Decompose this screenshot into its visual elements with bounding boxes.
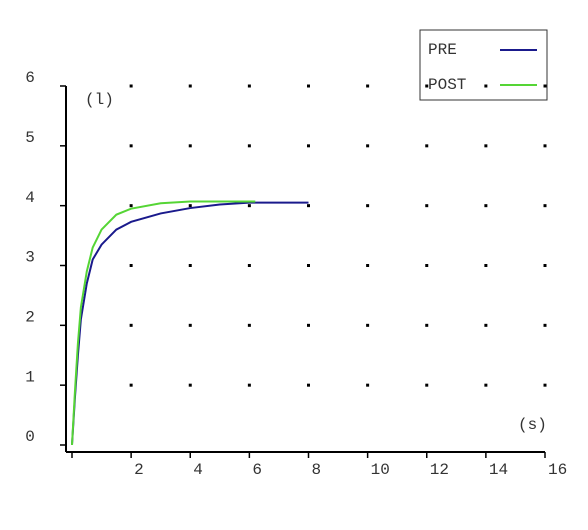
grid-dot [425,204,429,208]
grid-dot [366,323,370,327]
grid-dot [247,264,251,267]
line-series [71,200,256,446]
grid-dot [188,204,192,208]
x-axis-label: (s) [518,416,547,434]
grid-dot [247,84,251,88]
x-tick-label: 12 [430,461,449,479]
legend-box [419,29,548,101]
grid-dot [425,84,429,88]
grid-dot [543,204,547,208]
y-axis-label: (l) [85,91,114,109]
grid-dot [129,144,133,148]
x-tick-label: 16 [548,461,567,479]
grid-dot [129,323,133,327]
grid-dot [484,84,488,88]
y-tick-label: 0 [25,428,35,446]
y-tick-label: 3 [25,249,35,267]
grid-dot [366,383,370,387]
grid-dot [129,383,133,387]
x-tick-label: 8 [312,461,322,479]
grid-dot [247,383,251,387]
grid-dot [129,84,133,88]
grid-dot [188,383,192,387]
grid-dot [484,204,488,208]
grid-dot [484,144,488,148]
y-tick-label: 6 [25,69,35,87]
x-tick-label: 2 [134,461,144,479]
grid-dot [366,204,370,208]
grid-dot [188,144,192,148]
grid-dot [484,323,488,327]
grid-dot [307,323,310,327]
grid-dot [247,144,251,148]
grid-dot [129,264,133,267]
grid-dot [307,383,310,387]
grid-dot [188,264,192,267]
y-tick-label: 1 [25,368,35,386]
grid-dot [247,323,251,327]
grid-dot [188,323,192,327]
x-tick-label: 10 [371,461,390,479]
legend-label: POST [428,76,466,94]
x-tick-label: 4 [193,461,203,479]
legend-label: PRE [428,41,457,59]
x-tick-label: 6 [252,461,262,479]
grid-dot [129,204,133,208]
x-tick-label: 14 [489,461,508,479]
grid-dot [543,84,547,88]
grid-dot [543,144,547,148]
grid-dot [425,144,429,148]
grid-dot [484,383,488,387]
grid-dot [543,383,547,387]
grid-dot [188,84,192,88]
grid-dot [307,84,310,88]
grid-dot [307,144,310,148]
y-tick-label: 4 [25,189,35,207]
y-tick-label: 2 [25,309,35,327]
grid-dot [484,264,488,267]
grid-dot [307,204,310,208]
grid-dot [425,323,429,327]
grid-dot [247,204,251,208]
grid-dot [366,264,370,267]
grid-dot [307,264,310,267]
grid-dot [366,144,370,148]
grid-dot [543,264,547,267]
grid-dot [543,323,547,327]
grid-dot [425,383,429,387]
y-tick-label: 5 [25,129,35,147]
grid-dot [366,84,370,88]
grid-dot [425,264,429,267]
